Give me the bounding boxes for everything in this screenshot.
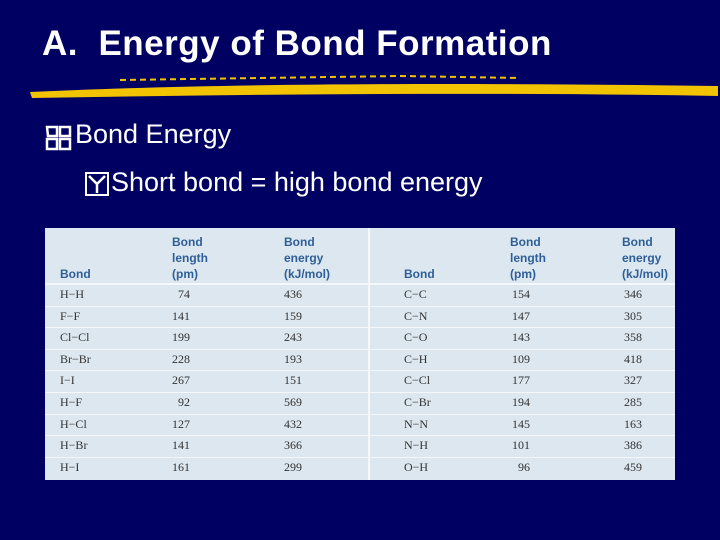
bond-cell: C−H (404, 351, 428, 366)
header-text: Bond energy (kJ/mol) (622, 235, 669, 281)
bullet-box (85, 172, 109, 196)
number-cell: 143 (512, 330, 530, 345)
bond-cell: C−N (404, 308, 428, 323)
number-cell: 459 (624, 459, 642, 474)
number-cell: 109 (512, 351, 530, 366)
bullet-glyph (88, 175, 106, 193)
bond-cell: Br−Br (60, 351, 91, 366)
number-cell: 141 (172, 438, 190, 453)
header-text: Bond (60, 267, 91, 281)
bond-cell: O−H (404, 459, 429, 474)
column-header: Bond length (pm) (510, 228, 572, 282)
number-cell: 145 (512, 416, 530, 431)
number-cell: 199 (172, 330, 190, 345)
column-header: Bond energy (kJ/mol) (622, 228, 684, 282)
number-cell: 147 (512, 308, 530, 323)
bond-cell: H−I (60, 459, 80, 474)
bond-cell: C−O (404, 330, 428, 345)
bond-cell: H−Br (60, 438, 88, 453)
row-rule (45, 435, 675, 437)
bond-cell: F−F (60, 308, 81, 323)
number-cell: 432 (284, 416, 302, 431)
number-cell: 163 (624, 416, 642, 431)
number-cell: 386 (624, 438, 642, 453)
bond-cell: C−Cl (404, 373, 431, 388)
number-cell: 228 (172, 351, 190, 366)
column-header: Bond (404, 228, 466, 282)
number-cell: 305 (624, 308, 642, 323)
number-cell: 161 (172, 459, 190, 474)
bullet-text: Bond Energy (75, 119, 232, 149)
row-rule (45, 370, 675, 372)
number-cell: 569 (284, 395, 302, 409)
bond-cell: C−Br (404, 395, 431, 409)
column-header: Bond (60, 228, 122, 282)
row-rule (45, 392, 675, 393)
number-cell: 418 (624, 351, 642, 366)
number-cell: 96 (518, 459, 530, 474)
number-cell: 193 (284, 351, 302, 366)
column-divider (368, 228, 370, 480)
header-text: Bond (404, 267, 435, 281)
slide-title: A. Energy of Bond Formation (42, 24, 552, 63)
title-underline (30, 74, 718, 98)
number-cell: 327 (624, 373, 642, 388)
bond-cell: I−I (60, 373, 75, 388)
header-rule (45, 283, 675, 285)
header-text: Bond length (pm) (172, 235, 208, 281)
number-cell: 141 (172, 308, 190, 323)
header-text: Bond energy (kJ/mol) (284, 235, 331, 281)
number-cell: 159 (284, 308, 302, 323)
bullet-glyph (45, 125, 72, 151)
column-header: Bond length (pm) (172, 228, 234, 282)
row-rule (45, 327, 675, 329)
number-cell: 74 (178, 287, 190, 301)
brush-stroke (30, 84, 718, 98)
bullet-text: Short bond = high bond energy (111, 167, 483, 197)
bond-cell: Cl−Cl (60, 330, 90, 345)
bond-cell: N−N (404, 416, 429, 431)
number-cell: 285 (624, 395, 642, 409)
bond-cell: H−H (60, 287, 85, 301)
row-rule (45, 348, 675, 350)
brush-speckle (119, 74, 521, 81)
bullet-icon (45, 125, 72, 151)
number-cell: 267 (172, 373, 190, 388)
bond-table: Bond Bond length (pm) Bond energy (kJ/mol)… (45, 228, 675, 480)
number-cell: 127 (172, 416, 190, 431)
row-rule (45, 305, 675, 307)
number-cell: 358 (624, 330, 642, 345)
bond-cell: H−F (60, 395, 83, 409)
row-rule (45, 413, 675, 415)
number-cell: 299 (284, 459, 302, 474)
number-cell: 346 (624, 287, 642, 301)
number-cell: 436 (284, 287, 302, 301)
number-cell: 151 (284, 373, 302, 388)
column-header: Bond energy (kJ/mol) (284, 228, 346, 282)
bond-cell: N−H (404, 438, 429, 453)
number-cell: 92 (178, 395, 190, 409)
number-cell: 101 (512, 438, 530, 453)
row-rule (45, 456, 675, 458)
number-cell: 243 (284, 330, 302, 345)
bullet-icon (85, 172, 109, 196)
bond-cell: C−C (404, 287, 427, 301)
number-cell: 194 (512, 395, 530, 409)
number-cell: 177 (512, 373, 530, 388)
header-text: Bond length (pm) (510, 235, 546, 281)
bond-cell: H−Cl (60, 416, 87, 431)
number-cell: 366 (284, 438, 302, 453)
number-cell: 154 (512, 287, 530, 301)
